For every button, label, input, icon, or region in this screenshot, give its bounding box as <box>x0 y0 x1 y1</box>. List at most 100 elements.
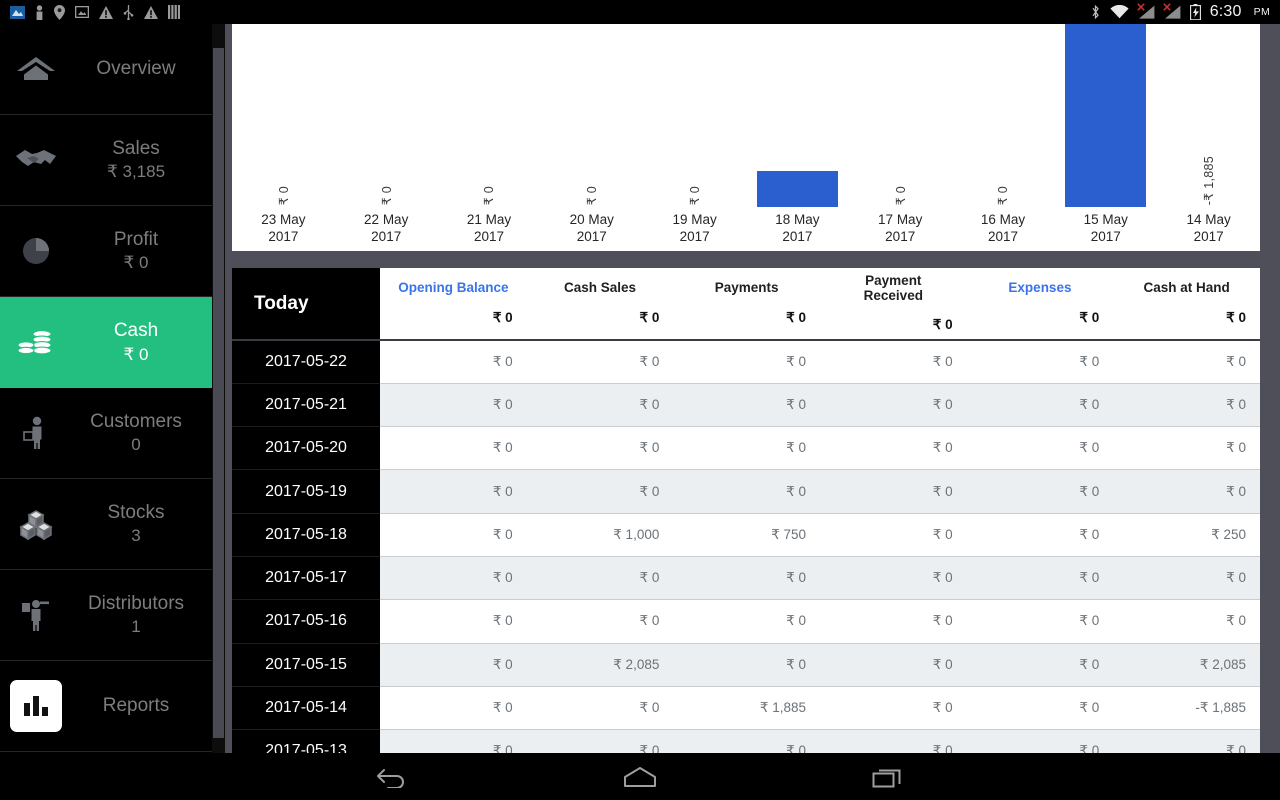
signal-no-sim-1-icon <box>1136 3 1155 19</box>
table-column-header[interactable]: Cash at Hand ₹ 0 <box>1113 268 1260 341</box>
chart-bar-value-label: ₹ 0 <box>688 185 703 205</box>
table-cell: ₹ 0 <box>526 340 674 384</box>
table-cell: ₹ 0 <box>966 426 1114 471</box>
table-row[interactable]: 2017-05-19 ₹ 0 ₹ 0 ₹ 0 ₹ 0 ₹ 0 ₹ 0 <box>232 469 1260 514</box>
chart-bar-column: ₹ 0 <box>849 24 952 207</box>
sidebar-scrollbar-thumb[interactable] <box>213 48 224 738</box>
sidebar-item-distributors[interactable]: Distributors 1 <box>0 570 212 661</box>
table-cell: ₹ 0 <box>1113 426 1260 471</box>
sidebar-item-stocks[interactable]: Stocks 3 <box>0 479 212 570</box>
home-nav-icon[interactable] <box>610 757 670 797</box>
table-cell: ₹ 0 <box>1113 383 1260 428</box>
chart-bar-group[interactable]: 15 May 2017 <box>1054 24 1157 251</box>
cash-table-card[interactable]: Today Opening Balance ₹ 0 Cash Sales ₹ 0 Pay… <box>232 268 1260 758</box>
table-column-header[interactable]: Opening Balance ₹ 0 <box>380 268 527 341</box>
sidebar-item-customers[interactable]: Customers 0 <box>0 388 212 479</box>
chart-x-axis-label: 20 May 2017 <box>569 212 614 245</box>
table-cell: ₹ 0 <box>673 383 820 428</box>
sidebar-item-reports[interactable]: Reports <box>0 661 212 752</box>
table-column-total: ₹ 0 <box>786 309 806 325</box>
chart-bar-group[interactable]: ₹ 0 22 May 2017 <box>335 24 438 251</box>
chart-bar-column: ₹ 0 <box>540 24 643 207</box>
table-cell: ₹ 0 <box>819 556 967 601</box>
battery-charging-icon <box>1189 4 1201 20</box>
table-row[interactable]: 2017-05-17 ₹ 0 ₹ 0 ₹ 0 ₹ 0 ₹ 0 ₹ 0 <box>232 556 1260 601</box>
table-row-date: 2017-05-16 <box>232 599 381 644</box>
status-bar: 6:30 PM <box>0 0 1280 24</box>
chart-bar-group[interactable]: ₹ 0 23 May 2017 <box>232 24 335 251</box>
handshake-icon <box>0 147 72 173</box>
table-column-header[interactable]: Expenses ₹ 0 <box>966 268 1114 341</box>
warning-icon-2 <box>144 5 158 19</box>
sidebar-item-label: Reports <box>102 694 170 716</box>
chart-bar-group[interactable]: ₹ 0 16 May 2017 <box>952 24 1055 251</box>
android-navigation-bar <box>0 753 1280 800</box>
table-column-total: ₹ 0 <box>639 309 660 325</box>
status-bar-left-icons <box>10 4 180 20</box>
table-cell: ₹ 0 <box>526 469 674 514</box>
table-cell: ₹ 0 <box>526 383 674 428</box>
table-column-total: ₹ 0 <box>1226 309 1246 325</box>
table-cell: ₹ 0 <box>673 340 820 384</box>
chart-bar-group[interactable]: ₹ 0 17 May 2017 <box>849 24 952 251</box>
chart-bar-value-label: ₹ 0 <box>482 185 497 205</box>
table-cell: ₹ 0 <box>819 426 967 471</box>
sidebar-item-value: ₹ 3,185 <box>106 162 166 182</box>
table-row[interactable]: 2017-05-14 ₹ 0 ₹ 0 ₹ 1,885 ₹ 0 ₹ 0 -₹ 1,885 <box>232 686 1260 731</box>
table-row[interactable]: 2017-05-22 ₹ 0 ₹ 0 ₹ 0 ₹ 0 ₹ 0 ₹ 0 <box>232 340 1260 384</box>
sidebar-item-profit[interactable]: Profit ₹ 0 <box>0 206 212 297</box>
chart-bar-group[interactable]: ₹ 0 20 May 2017 <box>540 24 643 251</box>
chart-bar[interactable] <box>1065 24 1147 207</box>
sidebar-item-overview[interactable]: Overview <box>0 24 212 115</box>
chart-x-axis-label: 15 May 2017 <box>1083 212 1128 245</box>
sidebar-item-sales[interactable]: Sales ₹ 3,185 <box>0 115 212 206</box>
table-cell: ₹ 0 <box>819 383 967 428</box>
chart-bar-group[interactable]: ₹ 0 19 May 2017 <box>643 24 746 251</box>
wifi-icon <box>1110 5 1129 19</box>
table-row[interactable]: 2017-05-20 ₹ 0 ₹ 0 ₹ 0 ₹ 0 ₹ 0 ₹ 0 <box>232 426 1260 471</box>
pie-chart-icon <box>0 235 72 267</box>
table-row[interactable]: 2017-05-16 ₹ 0 ₹ 0 ₹ 0 ₹ 0 ₹ 0 ₹ 0 <box>232 599 1260 644</box>
table-column-header[interactable]: Payment Received ₹ 0 <box>819 268 967 341</box>
screenshot-icon <box>10 5 25 19</box>
chart-x-axis-label: 19 May 2017 <box>672 212 717 245</box>
table-cell: ₹ 0 <box>966 556 1114 601</box>
sidebar-item-cash[interactable]: Cash ₹ 0 <box>0 297 212 388</box>
chart-bar-value-label: ₹ 0 <box>379 185 394 205</box>
table-row-date: 2017-05-14 <box>232 686 381 731</box>
table-column-header[interactable]: Cash Sales ₹ 0 <box>526 268 674 341</box>
chart-bar-column: -₹ 1,885 <box>1157 24 1260 207</box>
table-cell: ₹ 0 <box>966 686 1114 731</box>
chart-bar-group[interactable]: ₹ 0 21 May 2017 <box>438 24 541 251</box>
table-row[interactable]: 2017-05-21 ₹ 0 ₹ 0 ₹ 0 ₹ 0 ₹ 0 ₹ 0 <box>232 383 1260 428</box>
table-column-title[interactable]: Opening Balance <box>398 280 509 296</box>
back-icon[interactable] <box>362 757 422 797</box>
chart-bar-value-label: ₹ 0 <box>276 185 291 205</box>
table-column-title[interactable]: Expenses <box>1008 280 1072 296</box>
warning-icon <box>99 5 113 19</box>
sidebar-item-label: Sales <box>112 137 160 159</box>
chart-x-axis-label: 14 May 2017 <box>1186 212 1231 245</box>
chart-bar-group[interactable]: -₹ 1,885 14 May 2017 <box>1157 24 1260 251</box>
table-column-title: Cash at Hand <box>1143 280 1230 296</box>
table-row-date: 2017-05-21 <box>232 383 381 428</box>
table-cell: ₹ 0 <box>819 340 967 384</box>
chart-bar[interactable] <box>756 171 838 207</box>
table-column-header[interactable]: Payments ₹ 0 <box>673 268 820 341</box>
chart-bar-column <box>1054 24 1157 207</box>
boxes-icon <box>0 508 72 540</box>
table-row-date: 2017-05-20 <box>232 426 381 471</box>
table-cell: ₹ 0 <box>380 599 527 644</box>
table-column-total: ₹ 0 <box>1079 309 1100 325</box>
table-row[interactable]: 2017-05-18 ₹ 0 ₹ 1,000 ₹ 750 ₹ 0 ₹ 0 ₹ 250 <box>232 513 1260 557</box>
sidebar-item-label: Distributors <box>87 592 185 614</box>
cash-bar-chart[interactable]: ₹ 0 23 May 2017 ₹ 0 22 May 2017 ₹ 0 21 May 2017 ₹… <box>232 24 1260 251</box>
table-cell: ₹ 0 <box>966 599 1114 644</box>
chart-x-axis-label: 18 May 2017 <box>775 212 820 245</box>
table-cell: ₹ 0 <box>380 340 527 384</box>
table-cell: ₹ 0 <box>966 340 1114 384</box>
chart-x-axis-label: 23 May 2017 <box>261 212 306 245</box>
table-row[interactable]: 2017-05-15 ₹ 0 ₹ 2,085 ₹ 0 ₹ 0 ₹ 0 ₹ 2,085 <box>232 643 1260 687</box>
chart-bar-group[interactable]: 18 May 2017 <box>746 24 849 251</box>
recents-icon[interactable] <box>858 757 918 797</box>
